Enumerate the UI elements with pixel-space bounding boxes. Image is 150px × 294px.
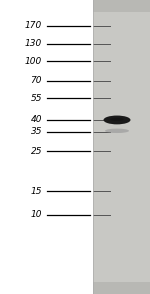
Text: 25: 25	[30, 147, 42, 156]
Text: 70: 70	[30, 76, 42, 85]
Text: 15: 15	[30, 187, 42, 196]
Text: 35: 35	[30, 127, 42, 136]
Text: 10: 10	[30, 210, 42, 219]
FancyBboxPatch shape	[93, 12, 150, 282]
FancyBboxPatch shape	[0, 0, 93, 294]
Text: 55: 55	[30, 94, 42, 103]
Text: 170: 170	[25, 21, 42, 30]
Text: 130: 130	[25, 39, 42, 48]
Ellipse shape	[103, 116, 130, 124]
Text: 100: 100	[25, 57, 42, 66]
FancyBboxPatch shape	[93, 0, 150, 294]
Ellipse shape	[110, 118, 124, 121]
Text: 40: 40	[30, 116, 42, 124]
Ellipse shape	[105, 129, 129, 133]
